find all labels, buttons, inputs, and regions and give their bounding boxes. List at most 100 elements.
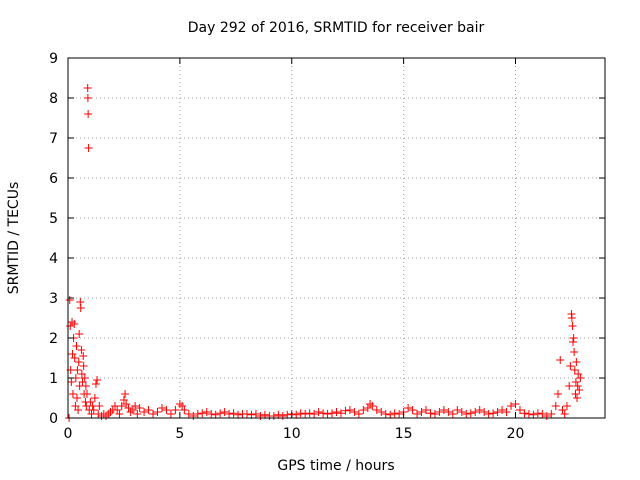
data-point: [573, 394, 582, 402]
data-point: [366, 400, 375, 408]
data-point: [207, 410, 216, 418]
data-point: [74, 358, 83, 366]
data-point: [198, 409, 207, 418]
data-point: [274, 410, 283, 419]
data-point: [90, 394, 99, 402]
data-point: [153, 408, 162, 416]
y-tick-label: 9: [49, 51, 58, 67]
data-point: [462, 410, 471, 418]
data-point: [538, 410, 547, 418]
data-point: [283, 410, 292, 419]
data-point: [68, 390, 77, 398]
data-point: [566, 362, 575, 370]
data-point: [77, 346, 86, 354]
data-point: [202, 408, 211, 416]
data-point: [314, 408, 323, 416]
data-point: [122, 400, 131, 408]
data-point: [66, 322, 75, 330]
data-point: [395, 410, 404, 418]
data-point: [83, 94, 92, 102]
data-point: [157, 404, 166, 412]
data-point: [220, 408, 229, 416]
x-tick-label: 10: [283, 426, 301, 442]
data-point: [368, 402, 377, 410]
data-point: [126, 408, 135, 416]
data-point: [571, 378, 580, 386]
data-point: [475, 406, 484, 414]
data-point: [115, 410, 124, 418]
data-point: [547, 410, 556, 418]
data-point: [430, 410, 439, 418]
data-points: [65, 84, 585, 422]
data-point: [247, 410, 256, 419]
data-point: [84, 110, 93, 118]
data-point: [493, 408, 502, 416]
data-point: [144, 406, 153, 414]
data-point: [507, 402, 516, 410]
data-point: [570, 348, 579, 356]
data-point: [124, 404, 133, 412]
data-point: [572, 358, 581, 366]
y-axis-label: SRMTID / TECUs: [6, 182, 22, 295]
data-point: [520, 409, 529, 418]
data-point: [554, 390, 563, 398]
data-point: [310, 410, 319, 418]
data-point: [426, 409, 435, 418]
data-point: [83, 390, 92, 398]
data-point: [381, 410, 390, 418]
x-tick-label: 20: [507, 426, 525, 442]
data-point: [562, 402, 571, 410]
data-point: [229, 409, 238, 418]
data-point: [457, 408, 466, 416]
data-point: [84, 144, 93, 152]
data-point: [354, 410, 363, 418]
data-point: [68, 318, 77, 326]
data-point: [104, 410, 113, 418]
data-point: [119, 396, 128, 404]
data-point: [345, 406, 354, 414]
data-point: [422, 406, 430, 414]
data-point: [558, 406, 567, 414]
data-point: [444, 408, 453, 416]
y-tick-label: 6: [49, 171, 58, 187]
data-point: [79, 362, 88, 370]
data-point: [243, 410, 251, 418]
data-point: [91, 380, 100, 388]
x-axis-label: GPS time / hours: [277, 458, 394, 474]
data-point: [570, 366, 579, 374]
data-point: [575, 386, 584, 394]
data-point: [551, 402, 560, 410]
data-point: [171, 406, 180, 414]
data-point: [529, 410, 538, 419]
data-point: [83, 84, 92, 92]
data-point: [363, 404, 372, 412]
data-point: [106, 408, 115, 416]
data-point: [65, 296, 74, 304]
data-point: [131, 402, 140, 410]
data-point: [569, 338, 578, 346]
y-tick-label: 4: [49, 251, 58, 267]
data-point: [560, 410, 569, 418]
data-point: [417, 408, 426, 416]
data-point: [448, 410, 457, 418]
data-point: [117, 402, 126, 410]
data-point: [133, 410, 142, 418]
data-point: [413, 410, 422, 418]
data-point: [292, 410, 301, 419]
data-point: [571, 390, 580, 398]
data-point: [453, 406, 462, 414]
data-point: [95, 402, 104, 410]
data-point: [70, 354, 79, 362]
data-point: [178, 402, 187, 410]
data-point: [80, 374, 89, 382]
data-point: [211, 410, 220, 419]
data-point: [565, 382, 574, 390]
x-tick-label: 0: [64, 426, 73, 442]
data-point: [193, 410, 202, 418]
x-tick-label: 5: [175, 426, 184, 442]
data-point: [166, 410, 175, 418]
data-point: [511, 400, 520, 408]
data-point: [466, 409, 475, 418]
y-tick-label: 7: [49, 131, 58, 147]
